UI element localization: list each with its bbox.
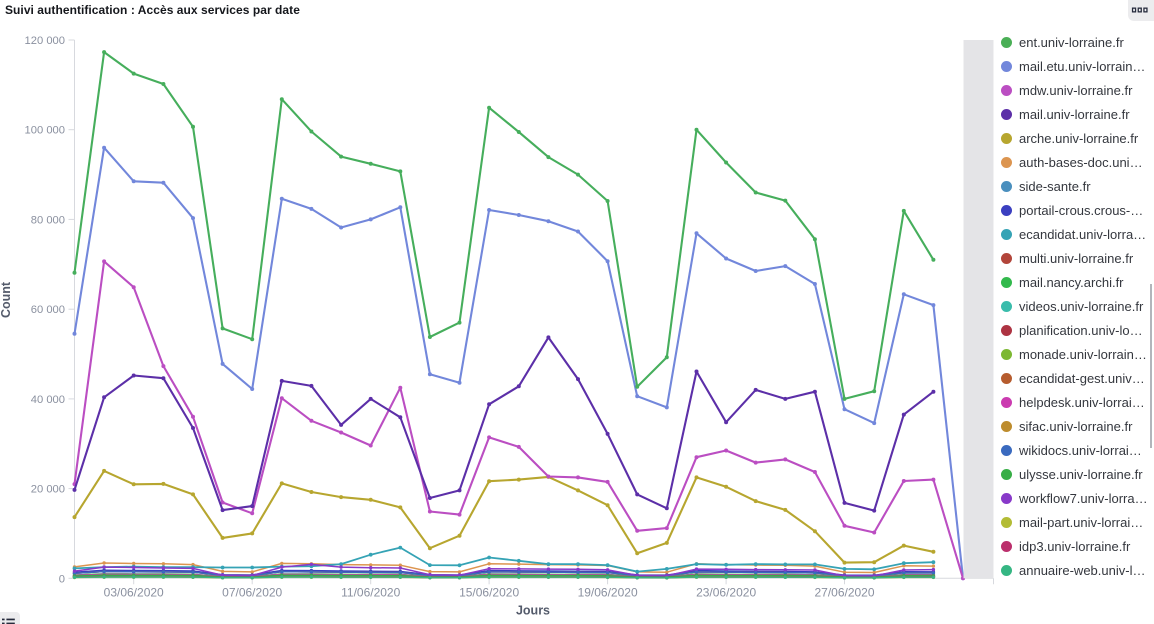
svg-text:15/06/2020: 15/06/2020 [459, 586, 519, 600]
svg-text:120 000: 120 000 [25, 35, 65, 47]
svg-text:19/06/2020: 19/06/2020 [578, 586, 638, 600]
svg-text:0: 0 [59, 573, 65, 585]
svg-text:03/06/2020: 03/06/2020 [104, 586, 164, 600]
svg-text:80 000: 80 000 [31, 214, 65, 226]
svg-text:27/06/2020: 27/06/2020 [814, 586, 874, 600]
svg-text:100 000: 100 000 [25, 125, 65, 137]
svg-text:Count: Count [0, 281, 13, 318]
svg-text:20 000: 20 000 [31, 484, 65, 496]
svg-text:60 000: 60 000 [31, 304, 65, 316]
svg-text:11/06/2020: 11/06/2020 [341, 586, 400, 600]
svg-text:40 000: 40 000 [31, 394, 65, 406]
svg-text:Jours: Jours [516, 604, 550, 618]
svg-text:23/06/2020: 23/06/2020 [696, 586, 756, 600]
svg-text:07/06/2020: 07/06/2020 [222, 586, 282, 600]
